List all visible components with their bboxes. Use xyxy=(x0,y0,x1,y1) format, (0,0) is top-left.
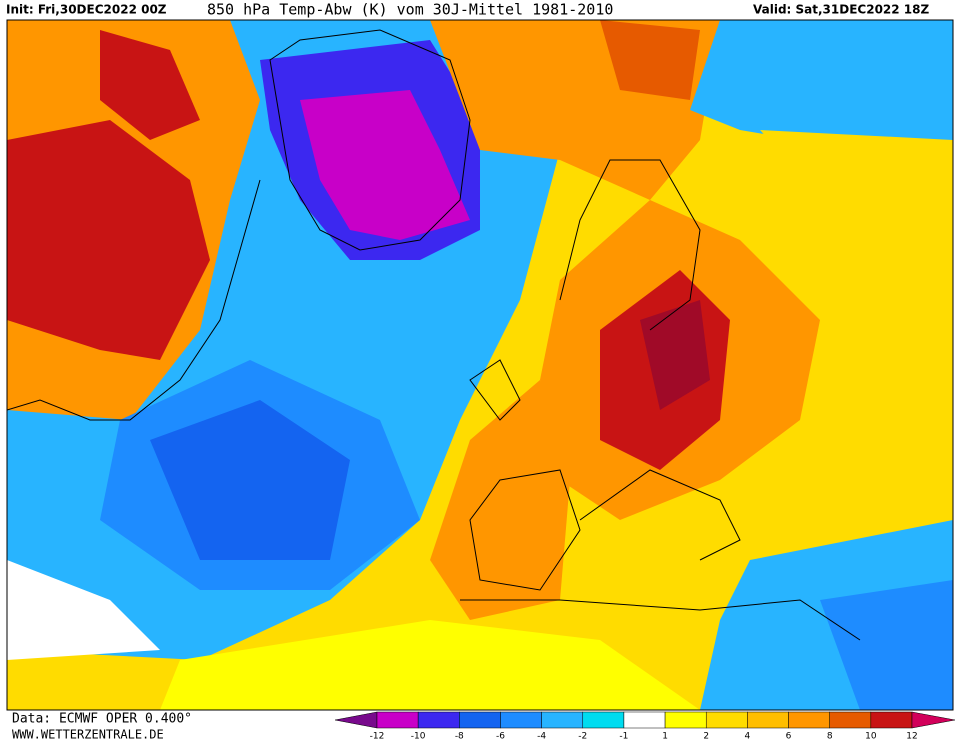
colorbar-swatch xyxy=(623,711,666,729)
website: WWW.WETTERZENTRALE.DE xyxy=(12,728,164,742)
colorbar-swatch xyxy=(870,711,913,729)
colorbar-label: 8 xyxy=(827,732,833,742)
colorbar-swatch xyxy=(829,711,872,729)
colorbar-label: -1 xyxy=(619,732,628,742)
colorbar-label: 10 xyxy=(865,732,877,742)
colorbar-swatch xyxy=(376,711,419,729)
colorbar-swatch xyxy=(500,711,542,729)
init-time: Init: Fri,30DEC2022 00Z xyxy=(6,3,167,17)
colorbar-arrow xyxy=(911,711,956,729)
colorbar-swatch xyxy=(664,711,707,729)
colorbar-label: 6 xyxy=(786,732,792,742)
colorbar-arrow xyxy=(334,711,378,729)
colorbar-swatch xyxy=(417,711,460,729)
colorbar-swatch xyxy=(747,711,789,729)
map-title: 850 hPa Temp-Abw (K) vom 30J-Mittel 1981… xyxy=(207,1,613,19)
colorbar-label: 2 xyxy=(703,732,709,742)
colorbar-label: -10 xyxy=(411,732,426,742)
colorbar-swatch xyxy=(459,711,501,729)
colorbar-swatch xyxy=(582,711,625,729)
colorbar-label: -2 xyxy=(578,732,587,742)
colorbar-label: -6 xyxy=(496,732,505,742)
colorbar-label: -8 xyxy=(455,732,464,742)
colorbar-label: 4 xyxy=(745,732,751,742)
colorbar-label: -4 xyxy=(537,732,546,742)
colorbar-swatch xyxy=(541,711,584,729)
map xyxy=(6,19,954,711)
colorbar-label: 1 xyxy=(662,732,668,742)
colorbar-label: -12 xyxy=(370,732,385,742)
colorbar-swatch xyxy=(788,711,830,729)
data-source: Data: ECMWF OPER 0.400° xyxy=(12,712,192,727)
valid-time: Valid: Sat,31DEC2022 18Z xyxy=(753,3,929,17)
colorbar-label: 12 xyxy=(906,732,917,742)
colorbar: -12 -10 -8 -6 -4 -2 -1 1 2 4 6 8 10 12 xyxy=(334,711,956,742)
colorbar-swatch xyxy=(705,711,748,729)
